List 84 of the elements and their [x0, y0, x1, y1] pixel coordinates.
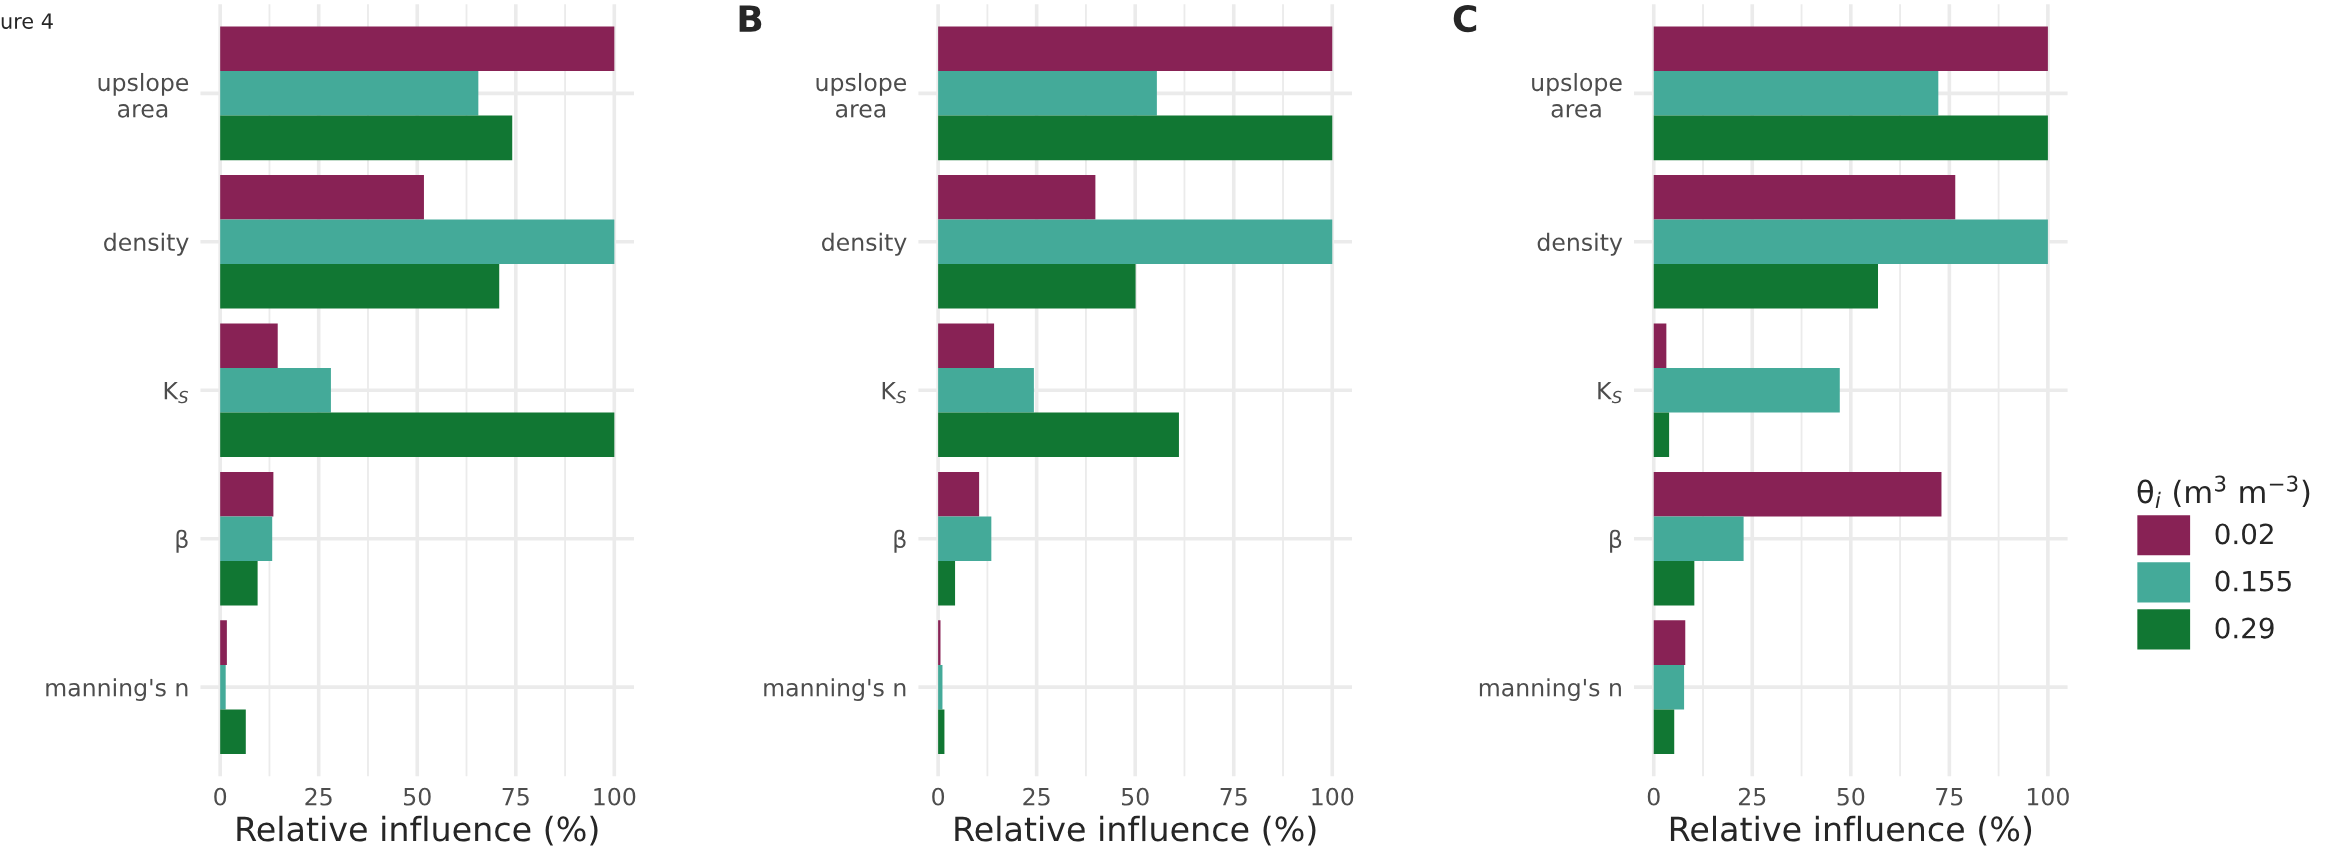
- bar: [220, 471, 274, 517]
- x-tick-label: 50: [1837, 787, 1865, 806]
- x-tick-label: 75: [502, 788, 529, 806]
- x-tick-label: 50: [1122, 787, 1149, 806]
- bar: [938, 709, 945, 754]
- y-tick-label: density: [104, 232, 189, 256]
- bar: [1653, 412, 1670, 458]
- bar: [1653, 71, 1939, 116]
- y-tick-label: β: [176, 529, 188, 553]
- bar: [938, 560, 956, 606]
- bar: [938, 219, 1333, 265]
- bar: [938, 71, 1157, 116]
- y-tick-label: manning's n: [46, 678, 188, 702]
- y-tick-label: density: [822, 232, 907, 256]
- x-axis-title: Relative influence (%): [1670, 815, 2032, 846]
- y-tick-label: β: [1610, 529, 1622, 553]
- bar: [938, 174, 1096, 220]
- bar: [1653, 264, 1879, 309]
- chart-title: B: [739, 5, 762, 32]
- bar: [220, 709, 246, 754]
- y-tick-label: K$_{S}$: [882, 381, 907, 404]
- bar: [938, 412, 1179, 458]
- bar: [1653, 323, 1667, 368]
- bar: [220, 620, 227, 665]
- bar: [1653, 709, 1675, 754]
- bar: [938, 664, 943, 710]
- x-tick-label: 0: [932, 787, 945, 806]
- bar: [220, 516, 273, 561]
- x-tick-label: 25: [1738, 787, 1766, 806]
- bar: [938, 323, 995, 368]
- x-tick-label: 0: [1647, 787, 1660, 806]
- bar: [938, 367, 1034, 413]
- bar: [220, 664, 226, 710]
- bar: [938, 264, 1136, 309]
- x-tick-label: 100: [594, 787, 636, 806]
- y-tick-label: β: [894, 529, 906, 553]
- bar: [938, 115, 1333, 161]
- bar: [938, 26, 1333, 72]
- bar: [1653, 219, 2048, 265]
- bar: [220, 367, 331, 413]
- bar: [1653, 26, 2048, 72]
- legend-label: 0.02: [2215, 523, 2273, 545]
- bar: [220, 412, 615, 458]
- x-tick-label: 75: [1220, 788, 1247, 806]
- y-tick-label: manning's n: [1479, 678, 1621, 702]
- x-tick-label: 25: [305, 787, 332, 806]
- x-axis-title: Relative influence (%): [237, 815, 598, 846]
- x-tick-label: 100: [1312, 787, 1354, 806]
- bar: [1653, 560, 1695, 606]
- y-tick-label: density: [1537, 232, 1623, 256]
- x-axis-title: Relative influence (%): [955, 815, 1316, 846]
- bar: [938, 471, 980, 517]
- y-tick-label: upslope area: [98, 72, 189, 118]
- x-tick-label: 75: [1936, 788, 1963, 806]
- bar: [220, 115, 513, 161]
- y-tick-label: upslope area: [1532, 72, 1622, 118]
- chart-title: C: [1453, 4, 1477, 33]
- bar: [220, 71, 479, 116]
- bar: [1653, 471, 1942, 517]
- bar: [1653, 174, 1956, 220]
- y-tick-label: K$_{S}$: [1598, 381, 1622, 404]
- text: ure 4: [1, 13, 53, 29]
- y-tick-label: upslope area: [816, 72, 907, 118]
- bar: [220, 174, 424, 220]
- y-tick-label: K$_{S}$: [164, 381, 189, 404]
- bar: [220, 323, 278, 368]
- x-tick-label: 100: [2027, 787, 2069, 806]
- legend-label: 0.155: [2215, 570, 2291, 592]
- bar: [1653, 367, 1840, 413]
- x-tick-label: 50: [404, 787, 431, 806]
- bar: [1653, 620, 1686, 665]
- y-tick-label: manning's n: [764, 678, 906, 702]
- legend-title: θ$_{i}$ (m$^{3}$ m$^{−3}$): [2137, 475, 2310, 509]
- bar: [220, 26, 615, 72]
- bar: [1653, 115, 2048, 161]
- bar: [1653, 664, 1685, 710]
- bar: [938, 516, 992, 561]
- bar: [220, 264, 500, 309]
- x-tick-label: 0: [214, 787, 227, 806]
- bar: [220, 219, 615, 265]
- bar: [1653, 516, 1744, 561]
- bar: [220, 560, 258, 606]
- legend-label: 0.29: [2215, 617, 2274, 639]
- x-tick-label: 25: [1023, 787, 1050, 806]
